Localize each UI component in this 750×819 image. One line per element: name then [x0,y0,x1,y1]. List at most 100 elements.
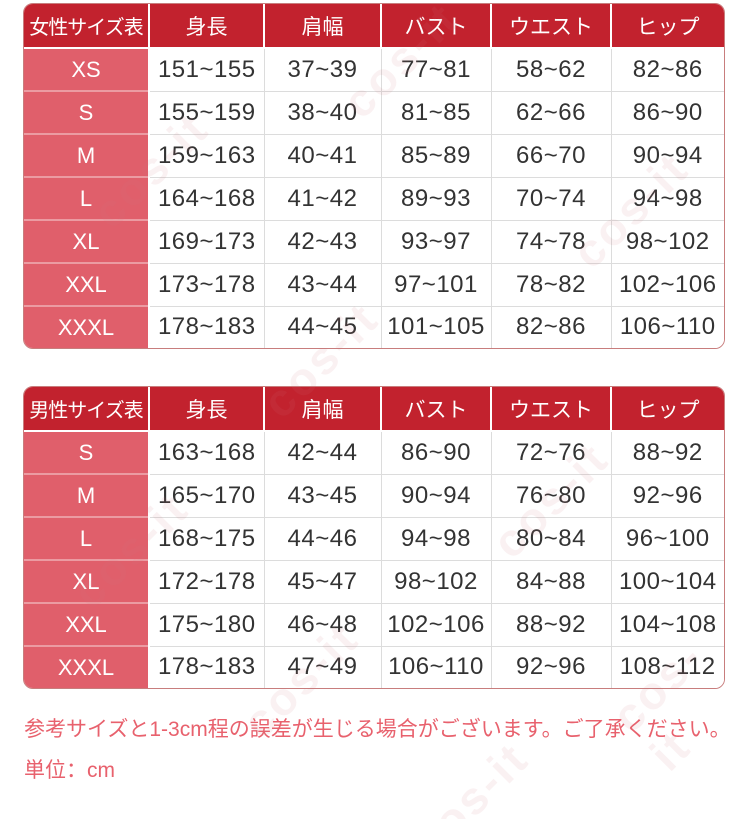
size-value-cell: 38~40 [263,90,381,134]
size-value-cell: 88~92 [490,602,611,646]
size-value-cell: 93~97 [380,219,491,263]
row-size-label: S [24,90,150,134]
size-value-cell: 78~82 [490,262,611,306]
size-value-cell: 44~45 [263,305,381,348]
size-value-cell: 173~178 [148,262,264,306]
column-header: ウエスト [491,387,612,432]
row-size-label: XXL [24,602,150,646]
header-row: 女性サイズ表 身長 肩幅 バスト ウエスト ヒップ [24,4,724,49]
table-row: M 159~163 40~41 85~89 66~70 90~94 [24,133,724,177]
column-header: バスト [381,387,492,432]
size-value-cell: 86~90 [610,90,724,134]
table-row: S 163~168 42~44 86~90 72~76 88~92 [24,430,724,474]
size-value-cell: 82~86 [610,47,724,91]
size-value-cell: 70~74 [490,176,611,220]
size-table: 男性サイズ表 身長 肩幅 バスト ウエスト ヒップ S 163~168 42~44 86~90 72… [24,387,724,688]
size-value-cell: 106~110 [380,645,491,688]
size-value-cell: 100~104 [610,559,724,603]
column-header: バスト [381,4,492,49]
size-value-cell: 155~159 [148,90,264,134]
size-value-cell: 94~98 [610,176,724,220]
size-value-cell: 62~66 [490,90,611,134]
size-value-cell: 77~81 [380,47,491,91]
size-value-cell: 101~105 [380,305,491,348]
column-header: ウエスト [491,4,612,49]
size-value-cell: 90~94 [610,133,724,177]
size-value-cell: 165~170 [148,473,264,517]
size-value-cell: 43~45 [263,473,381,517]
table-row: XS 151~155 37~39 77~81 58~62 82~86 [24,47,724,91]
row-size-label: XXL [24,262,150,306]
size-value-cell: 40~41 [263,133,381,177]
size-value-cell: 80~84 [490,516,611,560]
row-size-label: XS [24,47,150,91]
size-value-cell: 44~46 [263,516,381,560]
row-size-label: L [24,176,150,220]
size-value-cell: 175~180 [148,602,264,646]
column-header: 肩幅 [264,4,382,49]
size-value-cell: 96~100 [610,516,724,560]
size-value-cell: 178~183 [148,645,264,688]
size-value-cell: 88~92 [610,430,724,474]
size-value-cell: 102~106 [610,262,724,306]
column-header: 身長 [149,387,265,432]
row-size-label: M [24,473,150,517]
size-value-cell: 94~98 [380,516,491,560]
table-row: XL 172~178 45~47 98~102 84~88 100~104 [24,559,724,603]
row-size-label: XXXL [24,305,150,348]
size-value-cell: 74~78 [490,219,611,263]
size-value-cell: 163~168 [148,430,264,474]
size-value-cell: 42~43 [263,219,381,263]
row-size-label: M [24,133,150,177]
table-row: XXL 173~178 43~44 97~101 78~82 102~106 [24,262,724,306]
size-value-cell: 159~163 [148,133,264,177]
size-value-cell: 37~39 [263,47,381,91]
table-row: XXL 175~180 46~48 102~106 88~92 104~108 [24,602,724,646]
notes-block: 参考サイズと1-3cm程の誤差が生じる場合がございます。ご了承ください。 単位：… [24,717,750,783]
size-value-cell: 45~47 [263,559,381,603]
size-value-cell: 172~178 [148,559,264,603]
womens-size-table: 女性サイズ表 身長 肩幅 バスト ウエスト ヒップ XS 151~155 37~39 77~81 5… [23,3,725,349]
size-value-cell: 89~93 [380,176,491,220]
size-value-cell: 178~183 [148,305,264,348]
size-value-cell: 169~173 [148,219,264,263]
size-value-cell: 76~80 [490,473,611,517]
size-value-cell: 42~44 [263,430,381,474]
row-size-label: XL [24,559,150,603]
size-value-cell: 85~89 [380,133,491,177]
size-value-cell: 104~108 [610,602,724,646]
size-value-cell: 102~106 [380,602,491,646]
size-value-cell: 58~62 [490,47,611,91]
size-value-cell: 86~90 [380,430,491,474]
note-unit: 単位：cm [24,759,115,783]
size-value-cell: 47~49 [263,645,381,688]
size-value-cell: 98~102 [380,559,491,603]
table-row: XXXL 178~183 44~45 101~105 82~86 106~110 [24,305,724,348]
size-value-cell: 151~155 [148,47,264,91]
size-value-cell: 72~76 [490,430,611,474]
size-value-cell: 164~168 [148,176,264,220]
column-header: 肩幅 [264,387,382,432]
mens-size-table: 男性サイズ表 身長 肩幅 バスト ウエスト ヒップ S 163~168 42~44 86~90 72… [23,386,725,689]
size-value-cell: 41~42 [263,176,381,220]
size-value-cell: 97~101 [380,262,491,306]
size-value-cell: 98~102 [610,219,724,263]
size-value-cell: 66~70 [490,133,611,177]
size-value-cell: 43~44 [263,262,381,306]
size-value-cell: 106~110 [610,305,724,348]
size-value-cell: 84~88 [490,559,611,603]
column-header: ヒップ [611,387,724,432]
size-value-cell: 82~86 [490,305,611,348]
row-size-label: L [24,516,150,560]
table-title: 女性サイズ表 [24,4,150,49]
size-table: 女性サイズ表 身長 肩幅 バスト ウエスト ヒップ XS 151~155 37~39 77~81 5… [24,4,724,348]
note-tolerance: 参考サイズと1-3cm程の誤差が生じる場合がございます。ご了承ください。 [24,718,731,741]
size-value-cell: 92~96 [490,645,611,688]
size-value-cell: 46~48 [263,602,381,646]
table-row: S 155~159 38~40 81~85 62~66 86~90 [24,90,724,134]
table-row: XXXL 178~183 47~49 106~110 92~96 108~112 [24,645,724,688]
size-value-cell: 168~175 [148,516,264,560]
table-title: 男性サイズ表 [24,387,150,432]
row-size-label: S [24,430,150,474]
row-size-label: XL [24,219,150,263]
